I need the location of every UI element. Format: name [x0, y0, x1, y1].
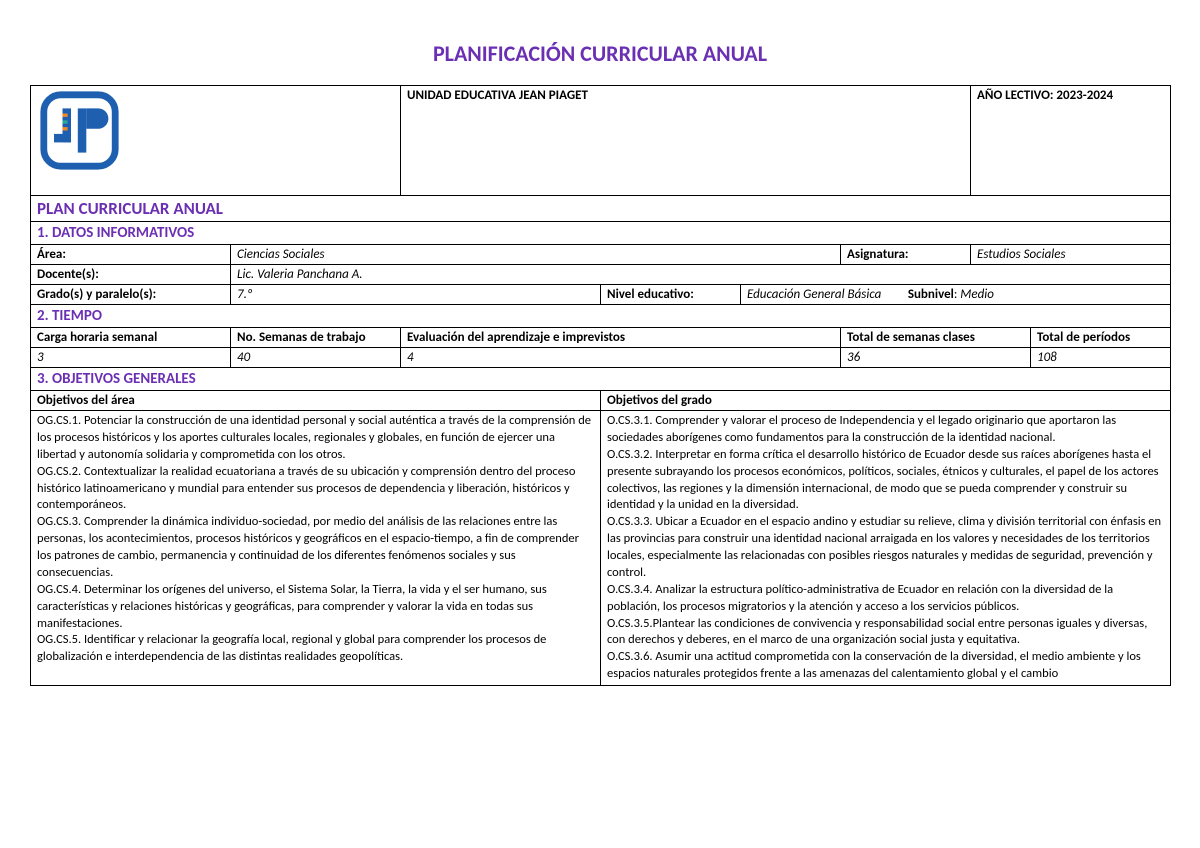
docente-label: Docente(s):: [31, 265, 231, 285]
subnivel-label: Subnivel: [908, 287, 954, 302]
docente-value: Lic. Valeria Panchana A.: [231, 265, 1171, 285]
tiempo-v5: 108: [1031, 348, 1171, 368]
academic-year: AÑO LECTIVO: 2023-2024: [971, 86, 1171, 196]
nivel-value: Educación General Básica: [747, 287, 881, 302]
section-datos-header: 1. DATOS INFORMATIVOS: [31, 222, 1171, 245]
school-name: UNIDAD EDUCATIVA JEAN PIAGET: [401, 86, 971, 196]
plan-subtitle: PLAN CURRICULAR ANUAL: [31, 196, 1171, 222]
tiempo-v1: 3: [31, 348, 231, 368]
tiempo-h3: Evaluación del aprendizaje e imprevistos: [401, 328, 841, 348]
tiempo-v3: 4: [401, 348, 841, 368]
document-table: UNIDAD EDUCATIVA JEAN PIAGET AÑO LECTIVO…: [30, 85, 1171, 686]
tiempo-h1: Carga horaria semanal: [31, 328, 231, 348]
asignatura-label: Asignatura:: [841, 245, 971, 265]
section-objetivos-header: 3. OBJETIVOS GENERALES: [31, 368, 1171, 391]
tiempo-h4: Total de semanas clases: [841, 328, 1031, 348]
subnivel-value: Medio: [960, 287, 994, 302]
tiempo-h2: No. Semanas de trabajo: [231, 328, 401, 348]
asignatura-value: Estudios Sociales: [971, 245, 1171, 265]
area-label: Área:: [31, 245, 231, 265]
grado-label: Grado(s) y paralelo(s):: [31, 285, 231, 305]
nivel-label: Nivel educativo:: [601, 285, 741, 305]
page-title: PLANIFICACIÓN CURRICULAR ANUAL: [30, 40, 1170, 67]
tiempo-v4: 36: [841, 348, 1031, 368]
area-value: Ciencias Sociales: [231, 245, 841, 265]
logo-cell: [31, 86, 401, 196]
obj-grado-header: Objetivos del grado: [601, 391, 1171, 411]
obj-area-text: OG.CS.1. Potenciar la construcción de un…: [31, 411, 601, 686]
school-logo-icon: [37, 88, 122, 173]
nivel-value-cell: Educación General Básica Subnivel: Medio: [741, 285, 1171, 305]
grado-value: 7.º: [231, 285, 601, 305]
tiempo-h5: Total de períodos: [1031, 328, 1171, 348]
tiempo-v2: 40: [231, 348, 401, 368]
obj-area-header: Objetivos del área: [31, 391, 601, 411]
section-tiempo-header: 2. TIEMPO: [31, 305, 1171, 328]
obj-grado-text: O.CS.3.1. Comprender y valorar el proces…: [601, 411, 1171, 686]
